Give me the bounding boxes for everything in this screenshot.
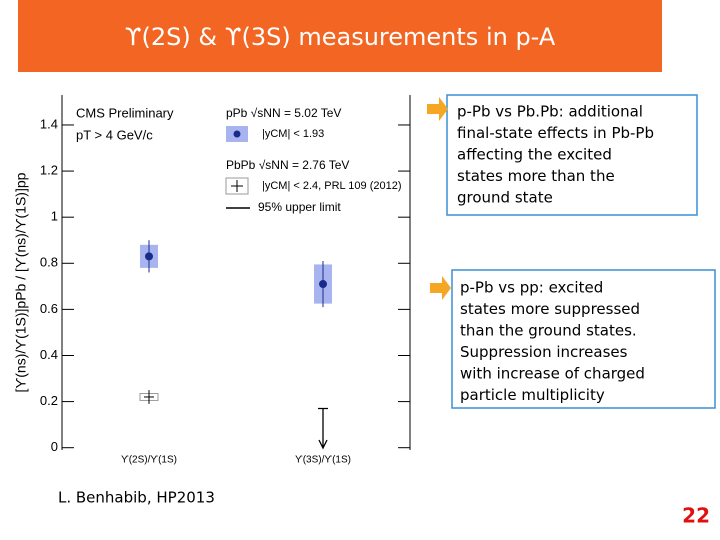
note-line: states more suppressed (460, 300, 640, 318)
y-tick-label: 0.4 (40, 347, 58, 362)
legend-label: PbPb √sNN = 2.76 TeV (226, 158, 349, 172)
legend-detail: |yCM| < 2.4, PRL 109 (2012) (262, 180, 402, 192)
y-tick-label: 1.2 (40, 163, 58, 178)
page-number: 22 (682, 504, 710, 528)
bullet-arrow (427, 97, 448, 121)
upper-limit (318, 407, 328, 450)
marker (319, 280, 327, 289)
author: L. Benhabib, HP2013 (58, 489, 215, 507)
legend-swatch (233, 130, 241, 138)
x-tick-label: ϒ(2S)/ϒ(1S) (121, 455, 177, 466)
note-line: ground state (457, 189, 553, 207)
y-tick-label: 0.6 (40, 301, 58, 316)
note-line: Suppression increases (460, 343, 628, 361)
note-line: than the ground states. (460, 322, 637, 340)
legend-label: 95% upper limit (258, 200, 341, 214)
annotation: CMS Preliminary (76, 105, 174, 120)
note-line: states more than the (457, 167, 615, 185)
bullet-arrow (430, 276, 451, 300)
y-tick-label: 0.2 (40, 393, 58, 408)
legend-label: pPb √sNN = 5.02 TeV (226, 106, 341, 120)
marker (145, 252, 153, 261)
legend-swatch (231, 180, 243, 192)
title-bar (18, 0, 662, 72)
y-axis-label: [ϒ(ns)/ϒ(1S)]pPb / [ϒ(ns)/ϒ(1S)]pp (13, 172, 29, 392)
note-line: affecting the excited (457, 146, 612, 164)
annotation: pT > 4 GeV/c (76, 127, 153, 142)
y-tick-label: 0 (51, 439, 58, 454)
note-line: particle multiplicity (460, 386, 605, 404)
legend-swatch (225, 177, 249, 195)
y-tick-label: 1 (51, 209, 58, 224)
y-tick-label: 0.8 (40, 255, 58, 270)
legend-detail: |yCM| < 1.93 (262, 128, 324, 140)
y-tick-label: 1.4 (40, 116, 58, 131)
slide-title: ϒ(2S) & ϒ(3S) measurements in p-A (125, 23, 556, 51)
x-tick-label: ϒ(3S)/ϒ(1S) (295, 455, 351, 466)
note-box (446, 94, 698, 216)
chart: 0 0.2 0.4 0.6 0.8 1 1.2 1.4 [ϒ(ns)/ϒ(1S)]pPb / [… (13, 95, 411, 466)
note-line: p-Pb vs pp: excited (460, 279, 603, 297)
note-line: p-Pb vs Pb.Pb: additional (457, 103, 643, 121)
note-line: final-state effects in Pb-Pb (457, 124, 654, 142)
note-box (451, 269, 716, 409)
note-line: with increase of charged (460, 365, 645, 383)
